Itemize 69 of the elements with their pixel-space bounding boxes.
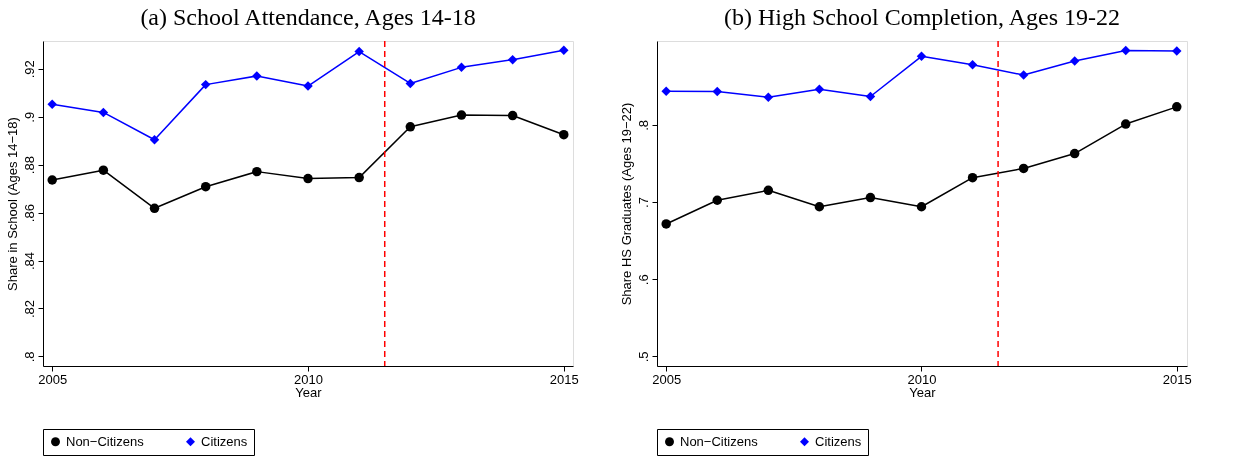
chart-title: (a) School Attendance, Ages 14-18: [140, 4, 476, 31]
point: [814, 84, 825, 94]
point: [507, 54, 518, 65]
point: [47, 175, 57, 185]
point: [559, 45, 569, 56]
point: [916, 51, 927, 62]
y-tick-label: .8: [21, 351, 37, 363]
point: [967, 172, 978, 183]
point: [149, 203, 160, 214]
y-tick-label: .82: [21, 299, 37, 319]
x-tick-label: 2010: [294, 371, 323, 387]
y-tick-label: .8: [635, 119, 651, 131]
point: [405, 78, 416, 89]
legend-label: Non−Citizens: [680, 433, 759, 449]
point: [559, 129, 569, 140]
chart-title: (b) High School Completion, Ages 19-22: [724, 4, 1120, 31]
point: [456, 62, 467, 73]
x-tick-label: 2015: [1162, 371, 1192, 387]
point: [303, 173, 313, 184]
point: [661, 86, 671, 96]
x-axis-title: Year: [909, 384, 937, 400]
point: [1172, 46, 1182, 56]
point: [1018, 163, 1029, 174]
x-tick-label: 2005: [38, 371, 68, 387]
point: [149, 135, 160, 145]
y-tick-label: .92: [21, 60, 37, 79]
point: [200, 79, 211, 90]
y-tick-label: .86: [21, 204, 37, 223]
y-tick-label: .6: [635, 274, 651, 286]
point: [1120, 45, 1131, 56]
y-axis-title: Share in School (Ages 14−18): [4, 117, 20, 291]
point: [47, 99, 57, 110]
point: [98, 165, 109, 175]
point: [200, 181, 211, 192]
y-tick-label: .5: [635, 351, 651, 363]
y-tick-label: .88: [21, 156, 37, 175]
point: [865, 91, 876, 102]
x-axis-title: Year: [295, 384, 323, 400]
point: [252, 166, 262, 177]
point: [865, 192, 876, 203]
point: [967, 60, 978, 70]
point: [763, 185, 774, 196]
legend-label: Non−Citizens: [66, 433, 145, 449]
point: [507, 110, 518, 121]
legend-label: Citizens: [201, 433, 248, 449]
legend-label: Citizens: [815, 433, 862, 449]
y-tick-label: .7: [635, 197, 651, 208]
point: [814, 202, 825, 212]
y-axis-title: Share HS Graduates (Ages 19−22): [618, 102, 634, 306]
x-tick-label: 2010: [907, 371, 937, 387]
point: [354, 46, 364, 57]
point: [1120, 119, 1131, 129]
point: [763, 92, 774, 103]
y-tick-label: .9: [21, 111, 37, 123]
point: [1069, 148, 1080, 159]
point: [1172, 102, 1182, 112]
point: [712, 86, 722, 97]
x-tick-label: 2015: [549, 371, 579, 387]
point: [1069, 56, 1080, 66]
point: [1018, 70, 1029, 80]
y-tick-label: .84: [21, 252, 37, 271]
point: [456, 110, 467, 120]
point: [916, 202, 927, 212]
point: [354, 172, 364, 183]
point: [712, 195, 722, 205]
point: [405, 122, 416, 132]
x-tick-label: 2005: [652, 371, 682, 387]
point: [98, 107, 109, 118]
point: [661, 219, 671, 229]
